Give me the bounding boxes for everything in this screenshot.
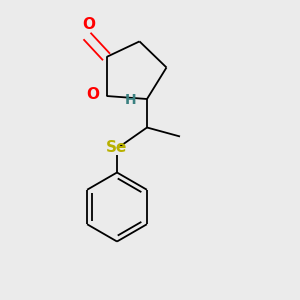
Text: H: H bbox=[125, 94, 136, 107]
Text: Se: Se bbox=[106, 140, 128, 155]
Text: O: O bbox=[86, 87, 99, 102]
Text: O: O bbox=[82, 17, 95, 32]
